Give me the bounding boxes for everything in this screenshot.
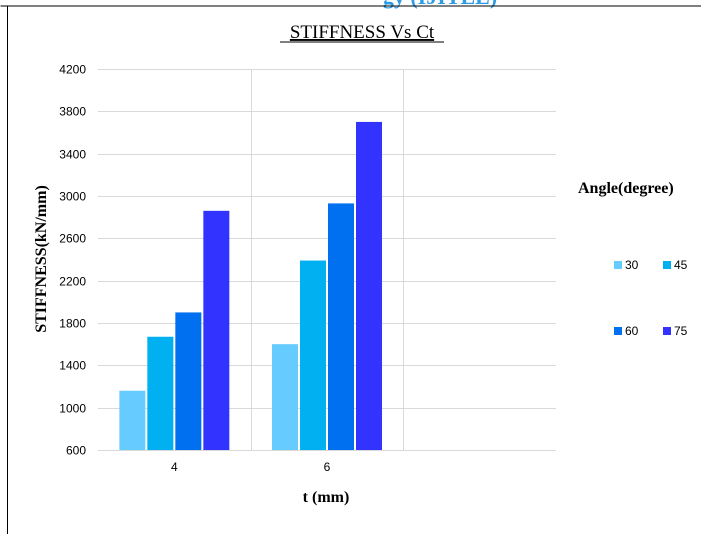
legend-swatch-45 bbox=[663, 261, 671, 269]
chart-title: STIFFNESS Vs Ct bbox=[290, 22, 435, 43]
y-axis-label: STIFFNESS(kN/mm) bbox=[33, 185, 50, 333]
bar-30-4 bbox=[119, 390, 146, 450]
bar-45-6 bbox=[300, 260, 326, 450]
legend-label-75: 75 bbox=[674, 324, 688, 338]
bar-75-6 bbox=[356, 121, 382, 451]
legend-title: Angle(degree) bbox=[578, 180, 674, 197]
x-axis-label: t (mm) bbox=[303, 489, 350, 506]
y-tick-label: 3800 bbox=[59, 105, 86, 119]
bar-60-6 bbox=[328, 203, 354, 450]
gridlines bbox=[98, 69, 556, 451]
page-header-fragment: gy (IJITEE) bbox=[383, 0, 497, 9]
bar-75-4 bbox=[203, 210, 230, 450]
legend-label-30: 30 bbox=[625, 258, 639, 272]
bar-30-6 bbox=[272, 344, 298, 450]
bars bbox=[119, 121, 382, 451]
y-tick-label: 600 bbox=[66, 444, 86, 458]
legend-label-45: 45 bbox=[674, 258, 688, 272]
y-tick-label: 3000 bbox=[59, 190, 86, 204]
y-tick-label: 1000 bbox=[59, 402, 86, 416]
x-tick-label: 6 bbox=[324, 460, 331, 474]
x-tick-label: 4 bbox=[171, 460, 178, 474]
y-tick-label: 1400 bbox=[59, 359, 86, 373]
y-tick-label: 4200 bbox=[59, 63, 86, 77]
y-tick-label: 1800 bbox=[59, 317, 86, 331]
bar-45-4 bbox=[147, 336, 174, 450]
legend-swatch-60 bbox=[614, 327, 622, 335]
legend-swatch-30 bbox=[614, 261, 622, 269]
y-axis-ticks: 600 1000 1400 1800 2200 2600 3000 3400 3800 4200 bbox=[59, 63, 86, 458]
y-tick-label: 3400 bbox=[59, 148, 86, 162]
legend-label-60: 60 bbox=[625, 324, 639, 338]
y-tick-label: 2200 bbox=[59, 275, 86, 289]
y-tick-label: 2600 bbox=[59, 232, 86, 246]
legend: 30 45 60 75 bbox=[614, 258, 688, 338]
legend-swatch-75 bbox=[663, 327, 671, 335]
bar-60-4 bbox=[175, 312, 202, 450]
